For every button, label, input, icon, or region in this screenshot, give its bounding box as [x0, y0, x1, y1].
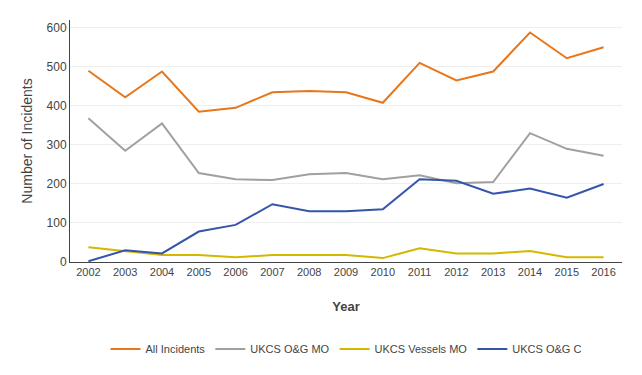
svg-text:200: 200: [47, 177, 67, 191]
svg-text:2002: 2002: [76, 266, 100, 278]
svg-text:Year: Year: [332, 299, 359, 314]
svg-text:2005: 2005: [187, 266, 211, 278]
svg-text:UKCS O&G C: UKCS O&G C: [512, 343, 581, 355]
svg-text:2014: 2014: [518, 266, 542, 278]
svg-text:2009: 2009: [334, 266, 358, 278]
svg-text:2004: 2004: [150, 266, 174, 278]
svg-text:100: 100: [47, 216, 67, 230]
svg-text:2016: 2016: [591, 266, 615, 278]
svg-text:All Incidents: All Incidents: [146, 343, 206, 355]
svg-text:2015: 2015: [555, 266, 579, 278]
svg-text:500: 500: [47, 60, 67, 74]
svg-text:400: 400: [47, 99, 67, 113]
svg-text:300: 300: [47, 138, 67, 152]
svg-text:2011: 2011: [408, 266, 432, 278]
svg-text:2008: 2008: [297, 266, 321, 278]
svg-text:2003: 2003: [113, 266, 137, 278]
svg-text:600: 600: [47, 21, 67, 35]
svg-text:2006: 2006: [223, 266, 247, 278]
svg-text:Number of Incidents: Number of Incidents: [19, 78, 35, 203]
svg-text:2012: 2012: [444, 266, 468, 278]
svg-text:0: 0: [60, 255, 67, 269]
svg-text:UKCS O&G MO: UKCS O&G MO: [250, 343, 329, 355]
svg-text:2007: 2007: [260, 266, 284, 278]
svg-text:UKCS Vessels MO: UKCS Vessels MO: [375, 343, 468, 355]
svg-text:2010: 2010: [371, 266, 395, 278]
svg-text:2013: 2013: [481, 266, 505, 278]
